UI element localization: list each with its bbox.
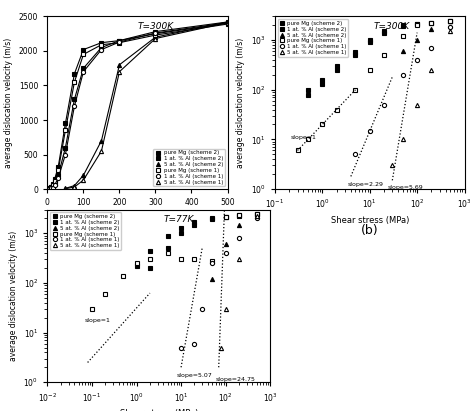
Y-axis label: average dislocation velocity (m/s): average dislocation velocity (m/s)	[4, 38, 13, 168]
X-axis label: Shear stress (MPa): Shear stress (MPa)	[98, 212, 177, 222]
Text: slope=5.07: slope=5.07	[177, 374, 212, 379]
Y-axis label: average dislocation velocity (m/s): average dislocation velocity (m/s)	[9, 231, 18, 361]
Legend: pure Mg (scheme 2), 1 at. % Al (scheme 2), 5 at. % Al (scheme 2), pure Mg (schem: pure Mg (scheme 2), 1 at. % Al (scheme 2…	[278, 19, 348, 57]
Text: slope=2.29: slope=2.29	[348, 182, 384, 187]
X-axis label: Shear stress (MPa): Shear stress (MPa)	[330, 216, 409, 225]
Legend: pure Mg (scheme 2), 1 at. % Al (scheme 2), 5 at. % Al (scheme 2), pure Mg (schem: pure Mg (scheme 2), 1 at. % Al (scheme 2…	[153, 149, 225, 186]
X-axis label: Shear stress (MPa): Shear stress (MPa)	[119, 409, 198, 411]
Text: slope=5.69: slope=5.69	[388, 185, 423, 190]
Text: (a): (a)	[129, 224, 146, 237]
Legend: pure Mg (scheme 2), 1 at. % Al (scheme 2), 5 at. % Al (scheme 2), pure Mg (schem: pure Mg (scheme 2), 1 at. % Al (scheme 2…	[50, 212, 121, 250]
Text: T=300K: T=300K	[137, 22, 173, 30]
Text: T=77K: T=77K	[163, 215, 193, 224]
Text: slope=1: slope=1	[85, 318, 111, 323]
Y-axis label: average dislocation velocity (m/s): average dislocation velocity (m/s)	[237, 38, 246, 168]
Text: (b): (b)	[361, 224, 379, 237]
Text: slope=1: slope=1	[291, 136, 317, 141]
Text: T=300K: T=300K	[374, 22, 410, 30]
Text: slope=24.75: slope=24.75	[216, 376, 255, 381]
